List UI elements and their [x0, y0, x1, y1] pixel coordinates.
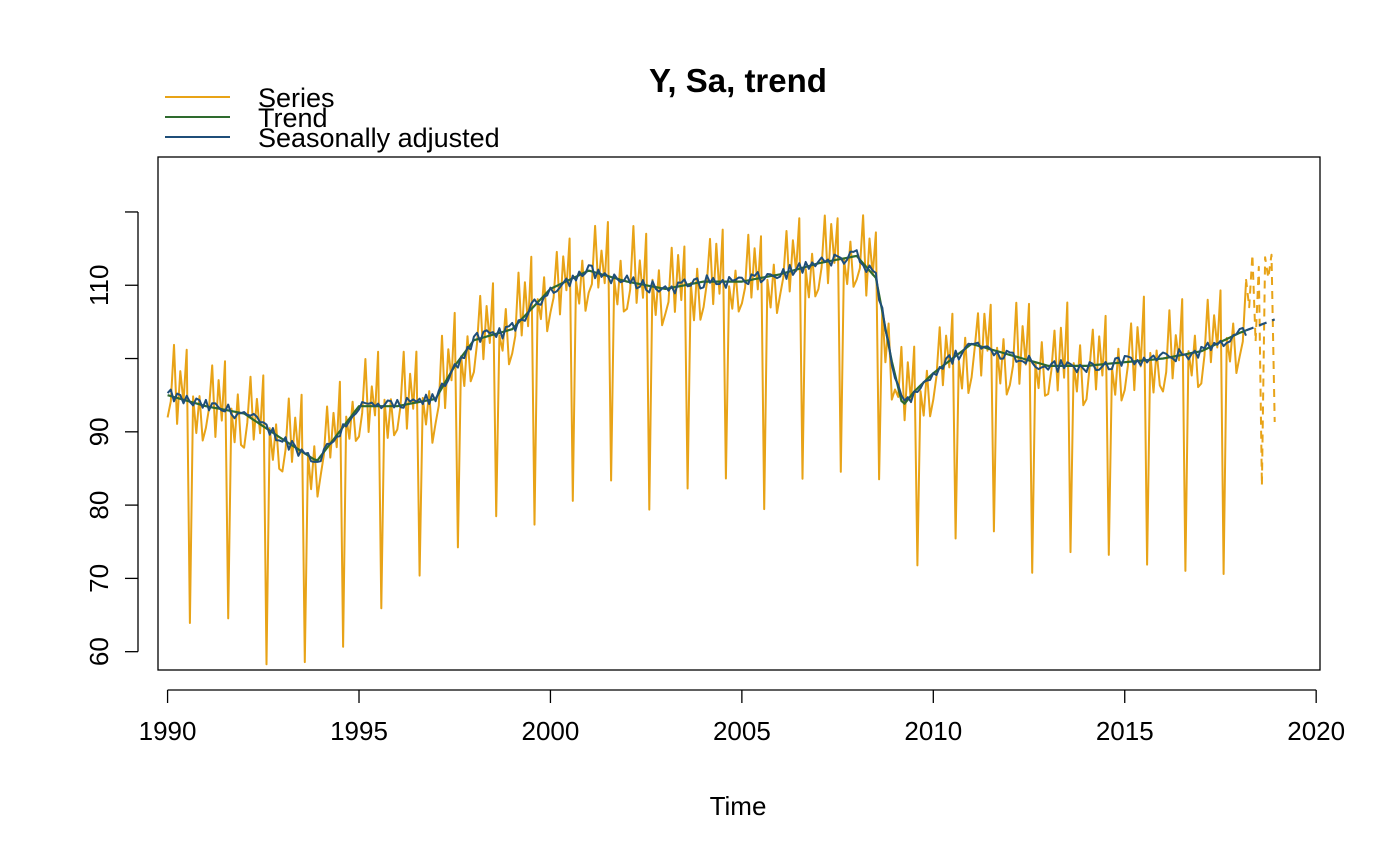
series-forecast-line	[1245, 253, 1276, 487]
x-axis-label: Time	[710, 791, 767, 821]
legend-label-trend: Trend	[258, 103, 328, 133]
legend-label-seasonally-adjusted: Seasonally adjusted	[258, 123, 500, 153]
x-tick-label: 2020	[1287, 716, 1345, 746]
x-tick-label: 2000	[522, 716, 580, 746]
plot-lines	[166, 214, 1276, 666]
y-tick-label: 90	[84, 417, 114, 446]
seasonally-adjusted-line	[166, 249, 1247, 463]
y-tick-label: 60	[84, 637, 114, 666]
chart-title: Y, Sa, trend	[649, 62, 827, 99]
seasonally-adjusted-forecast-line	[1245, 318, 1276, 332]
x-tick-label: 2010	[904, 716, 962, 746]
y-tick-label: 70	[84, 564, 114, 593]
x-tick-label: 1990	[139, 716, 197, 746]
x-tick-label: 2015	[1096, 716, 1154, 746]
legend: Series Trend Seasonally adjusted	[165, 83, 500, 153]
plot-frame	[157, 156, 1321, 671]
legend-label-series: Series	[258, 83, 335, 113]
y-tick-label: 110	[84, 265, 114, 306]
x-tick-label: 2005	[713, 716, 771, 746]
x-tick-label: 1995	[330, 716, 388, 746]
x-axis: 1990 1995 2000 2005 2010 2015 2020	[139, 689, 1345, 746]
y-axis: 60 70 80 90 110	[84, 211, 139, 666]
y-tick-label: 80	[84, 491, 114, 520]
